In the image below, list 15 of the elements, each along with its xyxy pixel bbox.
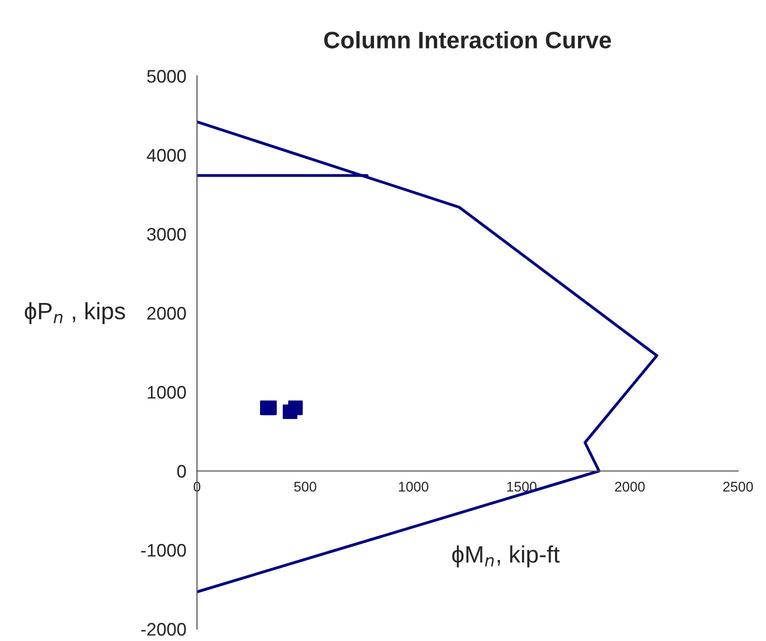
y-tick-label: 3000 <box>147 228 186 241</box>
y-tick-label: -1000 <box>141 544 186 557</box>
y-tick-label: 2000 <box>147 306 186 320</box>
y-tick-label: -2000 <box>141 622 186 636</box>
y-tick-label: 1000 <box>148 386 186 399</box>
chart-title: Column Interaction Curve <box>324 31 612 48</box>
y-tick-label: 4000 <box>146 148 186 162</box>
x-tick-label: 500 <box>294 482 316 492</box>
x-tick-label: 2500 <box>723 482 753 492</box>
y-axis-title: ϕP$_{n}$ , kips <box>24 302 126 324</box>
y-tick-label: 0 <box>177 464 186 478</box>
x-tick-label: 1000 <box>399 482 428 492</box>
x-tick-label: 2000 <box>615 482 645 492</box>
y-tick-label: 5000 <box>147 70 186 83</box>
x-axis-title: ϕM$_{n}$, kip-ft <box>452 545 560 568</box>
